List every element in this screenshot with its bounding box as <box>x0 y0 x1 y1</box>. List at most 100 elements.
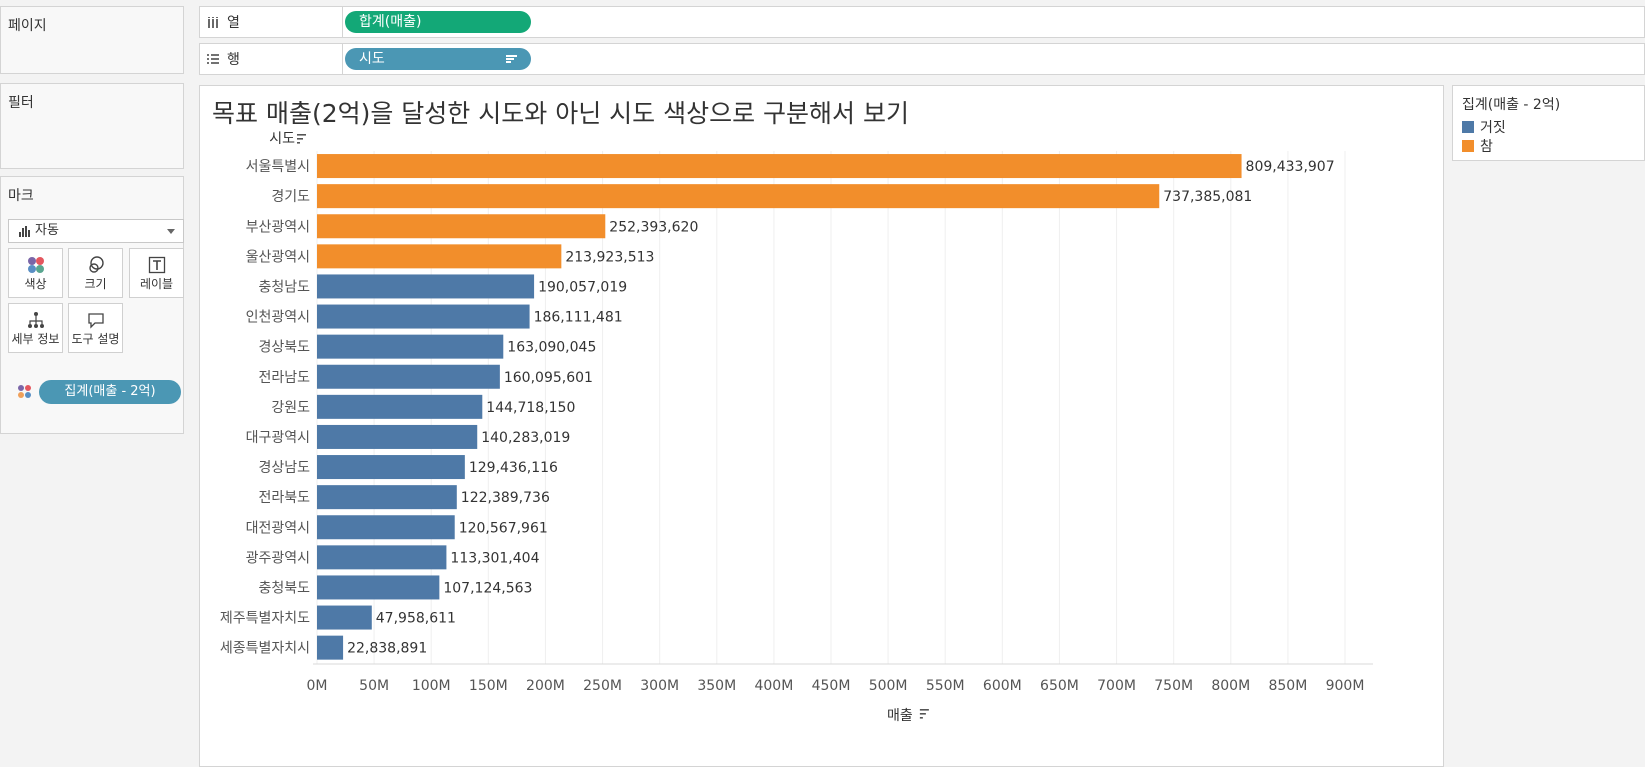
x-tick-label: 0M <box>307 678 328 694</box>
bar <box>317 364 500 389</box>
columns-icon <box>208 17 218 28</box>
tooltip-button[interactable]: 도구 설명 <box>68 303 123 353</box>
data-label: 120,567,961 <box>459 520 548 536</box>
data-label: 47,958,611 <box>376 611 456 627</box>
marks-title: 마크 <box>8 188 34 204</box>
data-label: 129,436,116 <box>469 460 558 476</box>
color-field-icon <box>18 385 32 399</box>
x-tick-label: 900M <box>1326 678 1365 694</box>
data-label: 22,838,891 <box>347 641 427 657</box>
mark-type-value: 자동 <box>35 223 59 238</box>
sort-icon-y <box>297 138 303 140</box>
legend-label-true: 참 <box>1480 139 1493 155</box>
y-axis-title: 시도 <box>269 131 295 147</box>
category-label: 부산광역시 <box>246 219 310 235</box>
columns-pill[interactable]: 합계(매출) <box>345 11 531 33</box>
category-label: 대구광역시 <box>246 430 310 446</box>
text-label-icon <box>130 256 183 274</box>
bar <box>317 635 344 660</box>
x-tick-label: 600M <box>983 678 1022 694</box>
x-tick-label: 50M <box>359 678 389 694</box>
legend-title: 집계(매출 - 2억) <box>1462 97 1561 113</box>
x-tick-label: 550M <box>926 678 965 694</box>
sort-icon-y <box>297 142 300 144</box>
detail-button-label: 세부 정보 <box>11 332 60 346</box>
mark-type-dropdown[interactable]: 자동 <box>8 219 184 243</box>
data-label: 122,389,736 <box>461 490 550 506</box>
columns-shelf: 열 합계(매출) <box>199 6 1645 38</box>
data-label: 213,923,513 <box>565 249 654 265</box>
bar-chart: 0M 50M 100M 150M 200M 250M 300M 350M 400M 450M 500… <box>220 131 1373 724</box>
category-label: 경기도 <box>271 189 310 205</box>
color-button-label: 색상 <box>24 277 47 291</box>
category-label: 경상북도 <box>258 340 310 356</box>
bar <box>317 214 606 239</box>
filters-title: 필터 <box>8 95 34 111</box>
viz-sheet: 목표 매출(2억)을 달성한 시도와 아닌 시도 색상으로 구분해서 보기 0M… <box>199 85 1444 767</box>
bar <box>317 455 465 480</box>
sort-descending-icon[interactable] <box>506 55 517 64</box>
bar <box>317 274 535 299</box>
columns-divider <box>342 7 343 37</box>
legend-item-true[interactable]: 참 <box>1462 136 1493 156</box>
sort-icon-x <box>919 709 929 711</box>
x-tick-label: 850M <box>1268 678 1307 694</box>
x-tick-label: 500M <box>869 678 908 694</box>
category-label: 강원도 <box>271 400 310 416</box>
legend-swatch-false <box>1462 121 1474 133</box>
bar <box>317 424 478 449</box>
category-label: 대전광역시 <box>246 520 310 536</box>
rows-label-text: 행 <box>227 52 240 68</box>
x-tick-label: 350M <box>697 678 736 694</box>
color-legend: 집계(매출 - 2억) 거짓 참 <box>1452 85 1645 161</box>
category-label: 충청남도 <box>258 279 310 295</box>
color-button[interactable]: 색상 <box>8 248 63 298</box>
category-label: 경상남도 <box>258 460 310 476</box>
bar <box>317 244 562 269</box>
marks-card: 마크 자동 색상 크기 레이블 세부 정보 도구 설명 <box>0 176 184 434</box>
x-tick-label: 750M <box>1154 678 1193 694</box>
legend-item-false[interactable]: 거짓 <box>1462 117 1506 137</box>
detail-button[interactable]: 세부 정보 <box>8 303 63 353</box>
hierarchy-icon <box>9 311 62 329</box>
category-label: 인천광역시 <box>246 310 310 326</box>
bar <box>317 394 483 419</box>
bar <box>317 605 372 630</box>
data-label: 809,433,907 <box>1246 159 1335 175</box>
x-tick-label: 800M <box>1211 678 1250 694</box>
filters-card: 필터 <box>0 83 184 169</box>
category-label: 전라남도 <box>258 370 310 386</box>
x-tick-label: 200M <box>526 678 565 694</box>
data-label: 190,057,019 <box>538 279 627 295</box>
x-tick-label: 400M <box>754 678 793 694</box>
data-label: 160,095,601 <box>504 370 593 386</box>
bar <box>317 485 457 510</box>
sort-icon-x <box>919 713 926 715</box>
sort-icon-y <box>297 134 306 136</box>
rows-icon <box>207 54 219 64</box>
data-label: 140,283,019 <box>481 430 570 446</box>
bar <box>317 545 447 570</box>
rows-pill[interactable]: 시도 <box>345 48 531 70</box>
columns-label-text: 열 <box>227 15 240 31</box>
category-label: 세종특별자치시 <box>220 641 310 657</box>
data-label: 252,393,620 <box>609 219 698 235</box>
color-dots-icon <box>9 256 62 274</box>
size-circles-icon <box>69 256 122 274</box>
bar <box>317 575 440 600</box>
category-label: 전라북도 <box>258 490 310 506</box>
category-label: 충청북도 <box>258 580 310 596</box>
x-tick-label: 250M <box>583 678 622 694</box>
speech-bubble-icon <box>69 311 122 329</box>
x-tick-label: 700M <box>1097 678 1136 694</box>
chevron-down-icon <box>167 229 175 234</box>
data-label: 186,111,481 <box>534 310 623 326</box>
label-button[interactable]: 레이블 <box>129 248 184 298</box>
bar <box>317 154 1242 179</box>
bar <box>317 515 455 540</box>
bar-chart-icon <box>19 226 31 237</box>
color-field-pill[interactable]: 집계(매출 - 2억) <box>39 380 181 404</box>
size-button[interactable]: 크기 <box>68 248 123 298</box>
bar <box>317 184 1160 209</box>
category-label: 광주광역시 <box>246 550 310 566</box>
